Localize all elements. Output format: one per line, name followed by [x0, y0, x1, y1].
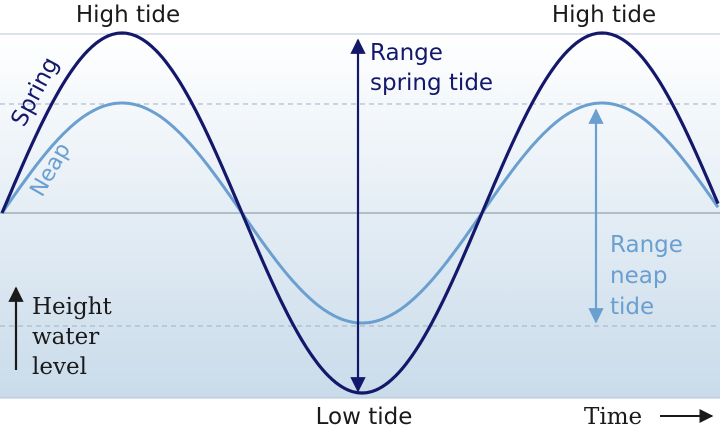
range-spring-label-line2: spring tide	[370, 70, 493, 96]
range-neap-label-line1: Range	[610, 232, 683, 258]
range-neap-label-line2: neap	[610, 263, 667, 289]
water-background	[0, 34, 720, 398]
high-tide-left-label: High tide	[76, 2, 180, 28]
spring-tide-curve	[0, 31, 720, 395]
range-spring-label-line1: Range	[370, 40, 443, 66]
time-label: Time	[584, 404, 642, 428]
range-neap-label-line3: tide	[610, 294, 654, 320]
height-label-line2: water	[32, 324, 99, 350]
low-tide-label: Low tide	[316, 404, 413, 428]
high-tide-right-label: High tide	[552, 2, 656, 28]
height-label-line1: Height	[32, 294, 113, 320]
height-label-line3: level	[32, 354, 87, 380]
